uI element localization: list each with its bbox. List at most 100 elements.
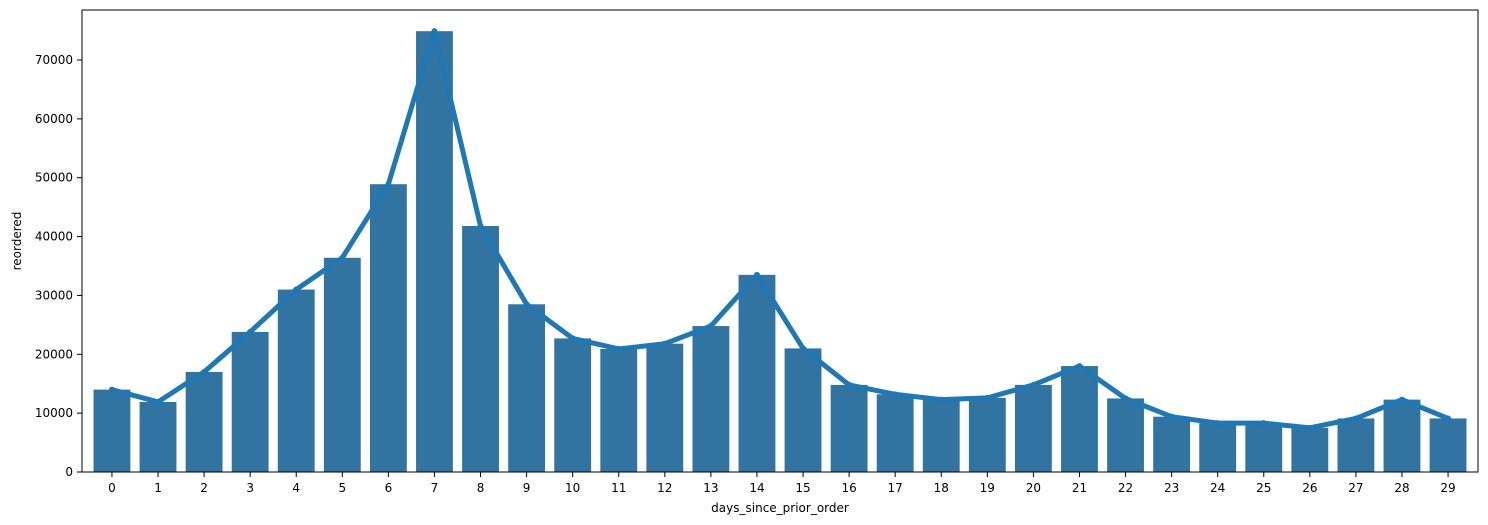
x-tick-label: 26 — [1302, 481, 1317, 495]
bar-3 — [231, 331, 269, 472]
x-tick-label: 16 — [841, 481, 856, 495]
line-point-27 — [1352, 415, 1359, 422]
y-tick-label: 10000 — [35, 406, 73, 420]
x-tick-label: 12 — [657, 481, 672, 495]
x-axis-label: days_since_prior_order — [711, 501, 849, 515]
line-point-11 — [615, 345, 622, 352]
bar-4 — [277, 289, 315, 472]
x-tick-label: 22 — [1118, 481, 1133, 495]
x-tick-label: 8 — [477, 481, 485, 495]
line-point-21 — [1076, 363, 1083, 370]
x-tick-label: 25 — [1256, 481, 1271, 495]
x-tick-label: 13 — [703, 481, 718, 495]
line-point-3 — [247, 328, 254, 335]
x-tick-label: 19 — [980, 481, 995, 495]
bar-27 — [1337, 418, 1375, 472]
bar-20 — [1014, 384, 1052, 472]
line-point-26 — [1306, 424, 1313, 431]
line-point-19 — [984, 394, 991, 401]
y-tick-label: 50000 — [35, 171, 73, 185]
bar-29 — [1429, 418, 1467, 472]
line-point-13 — [707, 323, 714, 330]
x-tick-label: 14 — [749, 481, 764, 495]
bar-6 — [369, 184, 407, 473]
x-tick-label: 21 — [1072, 481, 1087, 495]
bar-10 — [554, 338, 592, 472]
line-point-8 — [477, 222, 484, 229]
x-tick-label: 23 — [1164, 481, 1179, 495]
bar-8 — [462, 225, 499, 472]
line-point-12 — [661, 340, 668, 347]
x-tick-label: 5 — [338, 481, 346, 495]
line-point-24 — [1214, 420, 1221, 427]
y-tick-label: 20000 — [35, 347, 73, 361]
line-point-9 — [523, 301, 530, 308]
line-point-7 — [431, 28, 438, 35]
bar-5 — [323, 257, 361, 472]
x-tick-label: 18 — [934, 481, 949, 495]
line-point-1 — [155, 398, 162, 405]
x-ticks-group: 0 1 2 3 4 5 6 7 8 9 10 11 12 13 14 15 16 17 18 19 20 21 22 23 24… — [108, 472, 1456, 495]
plot-frame — [81, 9, 1479, 473]
bar-15 — [784, 348, 822, 472]
bar-7 — [416, 31, 453, 473]
y-axis-label: reordered — [10, 212, 24, 271]
bar-18 — [922, 399, 960, 472]
bar-19 — [968, 397, 1006, 472]
x-tick-label: 2 — [200, 481, 208, 495]
x-tick-label: 28 — [1394, 481, 1409, 495]
x-tick-label: 7 — [431, 481, 439, 495]
y-tick-label: 70000 — [35, 53, 73, 67]
line-point-14 — [753, 271, 760, 278]
x-tick-label: 17 — [888, 481, 903, 495]
x-tick-label: 27 — [1348, 481, 1363, 495]
x-tick-label: 24 — [1210, 481, 1225, 495]
bar-11 — [600, 348, 638, 472]
x-tick-label: 29 — [1440, 481, 1455, 495]
line-point-23 — [1168, 413, 1175, 420]
bar-2 — [185, 371, 223, 472]
bar-13 — [692, 326, 730, 472]
line-point-0 — [108, 386, 115, 393]
line-point-16 — [846, 381, 853, 388]
bar-17 — [876, 394, 914, 472]
x-tick-label: 11 — [611, 481, 626, 495]
line-point-18 — [938, 396, 945, 403]
line-point-4 — [293, 286, 300, 293]
line-point-15 — [800, 345, 807, 352]
x-tick-label: 1 — [154, 481, 162, 495]
bar-9 — [508, 304, 546, 472]
bar-23 — [1153, 416, 1191, 472]
y-tick-label: 30000 — [35, 288, 73, 302]
bar-28 — [1383, 399, 1421, 472]
line-point-17 — [892, 391, 899, 398]
line-point-25 — [1260, 420, 1267, 427]
line-point-6 — [385, 181, 392, 188]
line-point-20 — [1030, 381, 1037, 388]
y-tick-label: 0 — [65, 465, 73, 479]
y-tick-label: 40000 — [35, 230, 73, 244]
x-tick-label: 6 — [385, 481, 393, 495]
bar-16 — [830, 384, 868, 472]
line-point-28 — [1398, 396, 1405, 403]
x-tick-label: 3 — [246, 481, 254, 495]
bar-21 — [1061, 366, 1098, 472]
x-tick-label: 0 — [108, 481, 116, 495]
line-point-22 — [1122, 395, 1129, 402]
line-point-5 — [339, 254, 346, 261]
bar-22 — [1107, 398, 1144, 472]
bar-25 — [1245, 423, 1283, 472]
bar-1 — [139, 401, 177, 472]
trend-line — [109, 28, 1451, 431]
x-tick-label: 15 — [795, 481, 810, 495]
line-point-29 — [1445, 415, 1452, 422]
line-point-10 — [569, 335, 576, 342]
x-tick-label: 9 — [523, 481, 531, 495]
line-group — [108, 28, 1452, 431]
bar-24 — [1199, 423, 1237, 472]
y-ticks-group: 0 10000 20000 30000 40000 50000 60000 70000 — [35, 53, 82, 479]
bar-26 — [1291, 427, 1329, 472]
bar-0 — [93, 389, 131, 472]
